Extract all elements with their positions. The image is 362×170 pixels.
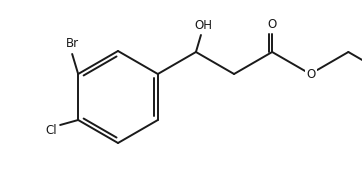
Text: O: O xyxy=(268,19,277,31)
Text: Br: Br xyxy=(66,37,79,49)
Text: OH: OH xyxy=(194,20,212,32)
Text: Cl: Cl xyxy=(45,123,57,137)
Text: O: O xyxy=(307,69,316,81)
